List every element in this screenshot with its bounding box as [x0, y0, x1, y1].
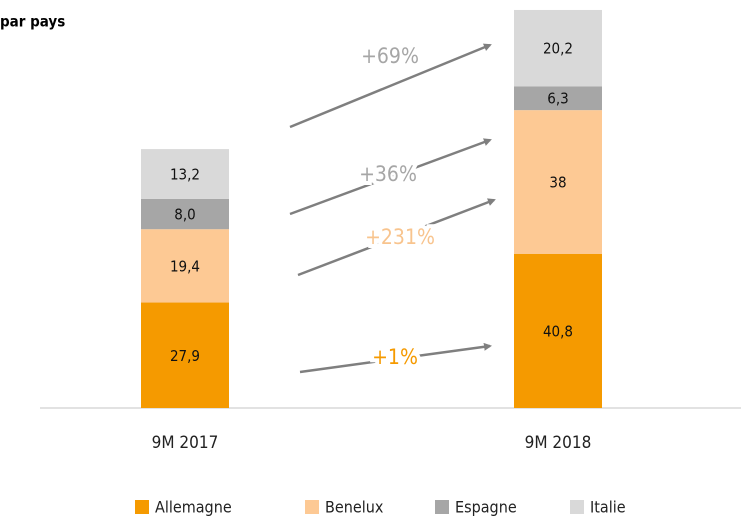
bar-segment [514, 86, 602, 111]
annotation: +36% [359, 162, 417, 186]
legend-label: Allemagne [155, 498, 232, 517]
bar-segment [514, 9, 602, 87]
bar-segment [141, 149, 229, 199]
legend-label: Espagne [455, 498, 517, 517]
annotation: +231% [365, 225, 435, 249]
arrows [289, 43, 496, 374]
legend-label: Italie [590, 498, 626, 517]
legend-swatch [135, 500, 149, 514]
legend-swatch [305, 500, 319, 514]
annotation: +69% [361, 44, 419, 68]
data-label: 27,9 [170, 347, 200, 365]
bar-segment [514, 253, 602, 408]
x-tick-label: 9M 2018 [525, 433, 592, 453]
data-label: 40,8 [543, 322, 573, 340]
bar-segment [141, 229, 229, 303]
chart-title: par pays [0, 13, 65, 31]
data-label: 38 [549, 173, 566, 191]
data-label: 19,4 [170, 257, 200, 275]
bar-segment [141, 198, 229, 230]
x-tick-label: 9M 2017 [152, 433, 219, 453]
data-label: 20,2 [543, 40, 573, 58]
annotation: +1% [372, 345, 418, 369]
legend-swatch [570, 500, 584, 514]
bar-segment [141, 302, 229, 408]
bar-segment [514, 110, 602, 254]
legend-label: Benelux [325, 498, 384, 517]
legend-swatch [435, 500, 449, 514]
data-label: 6,3 [547, 90, 568, 108]
data-label: 13,2 [170, 166, 200, 184]
data-label: 8,0 [174, 206, 195, 224]
